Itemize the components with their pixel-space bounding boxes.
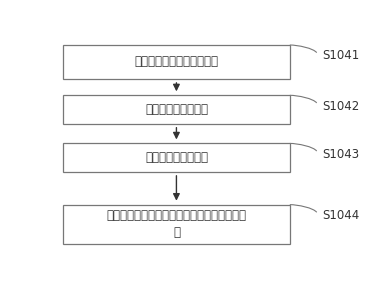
Text: S1044: S1044	[323, 209, 360, 222]
FancyBboxPatch shape	[63, 205, 290, 244]
FancyBboxPatch shape	[63, 143, 290, 172]
Text: 标记单分子位置信息: 标记单分子位置信息	[145, 103, 208, 116]
Text: S1041: S1041	[323, 49, 360, 62]
Text: S1042: S1042	[323, 100, 360, 113]
FancyBboxPatch shape	[63, 45, 290, 79]
Text: 将采集的图像进行卷积去噪: 将采集的图像进行卷积去噪	[134, 55, 218, 68]
Text: S1043: S1043	[323, 148, 360, 161]
FancyBboxPatch shape	[63, 95, 290, 124]
Text: 叠加渲染单分子定位信息成最终的超分辨结果
图: 叠加渲染单分子定位信息成最终的超分辨结果 图	[106, 209, 246, 239]
Text: 确定单分子定位信息: 确定单分子定位信息	[145, 151, 208, 164]
